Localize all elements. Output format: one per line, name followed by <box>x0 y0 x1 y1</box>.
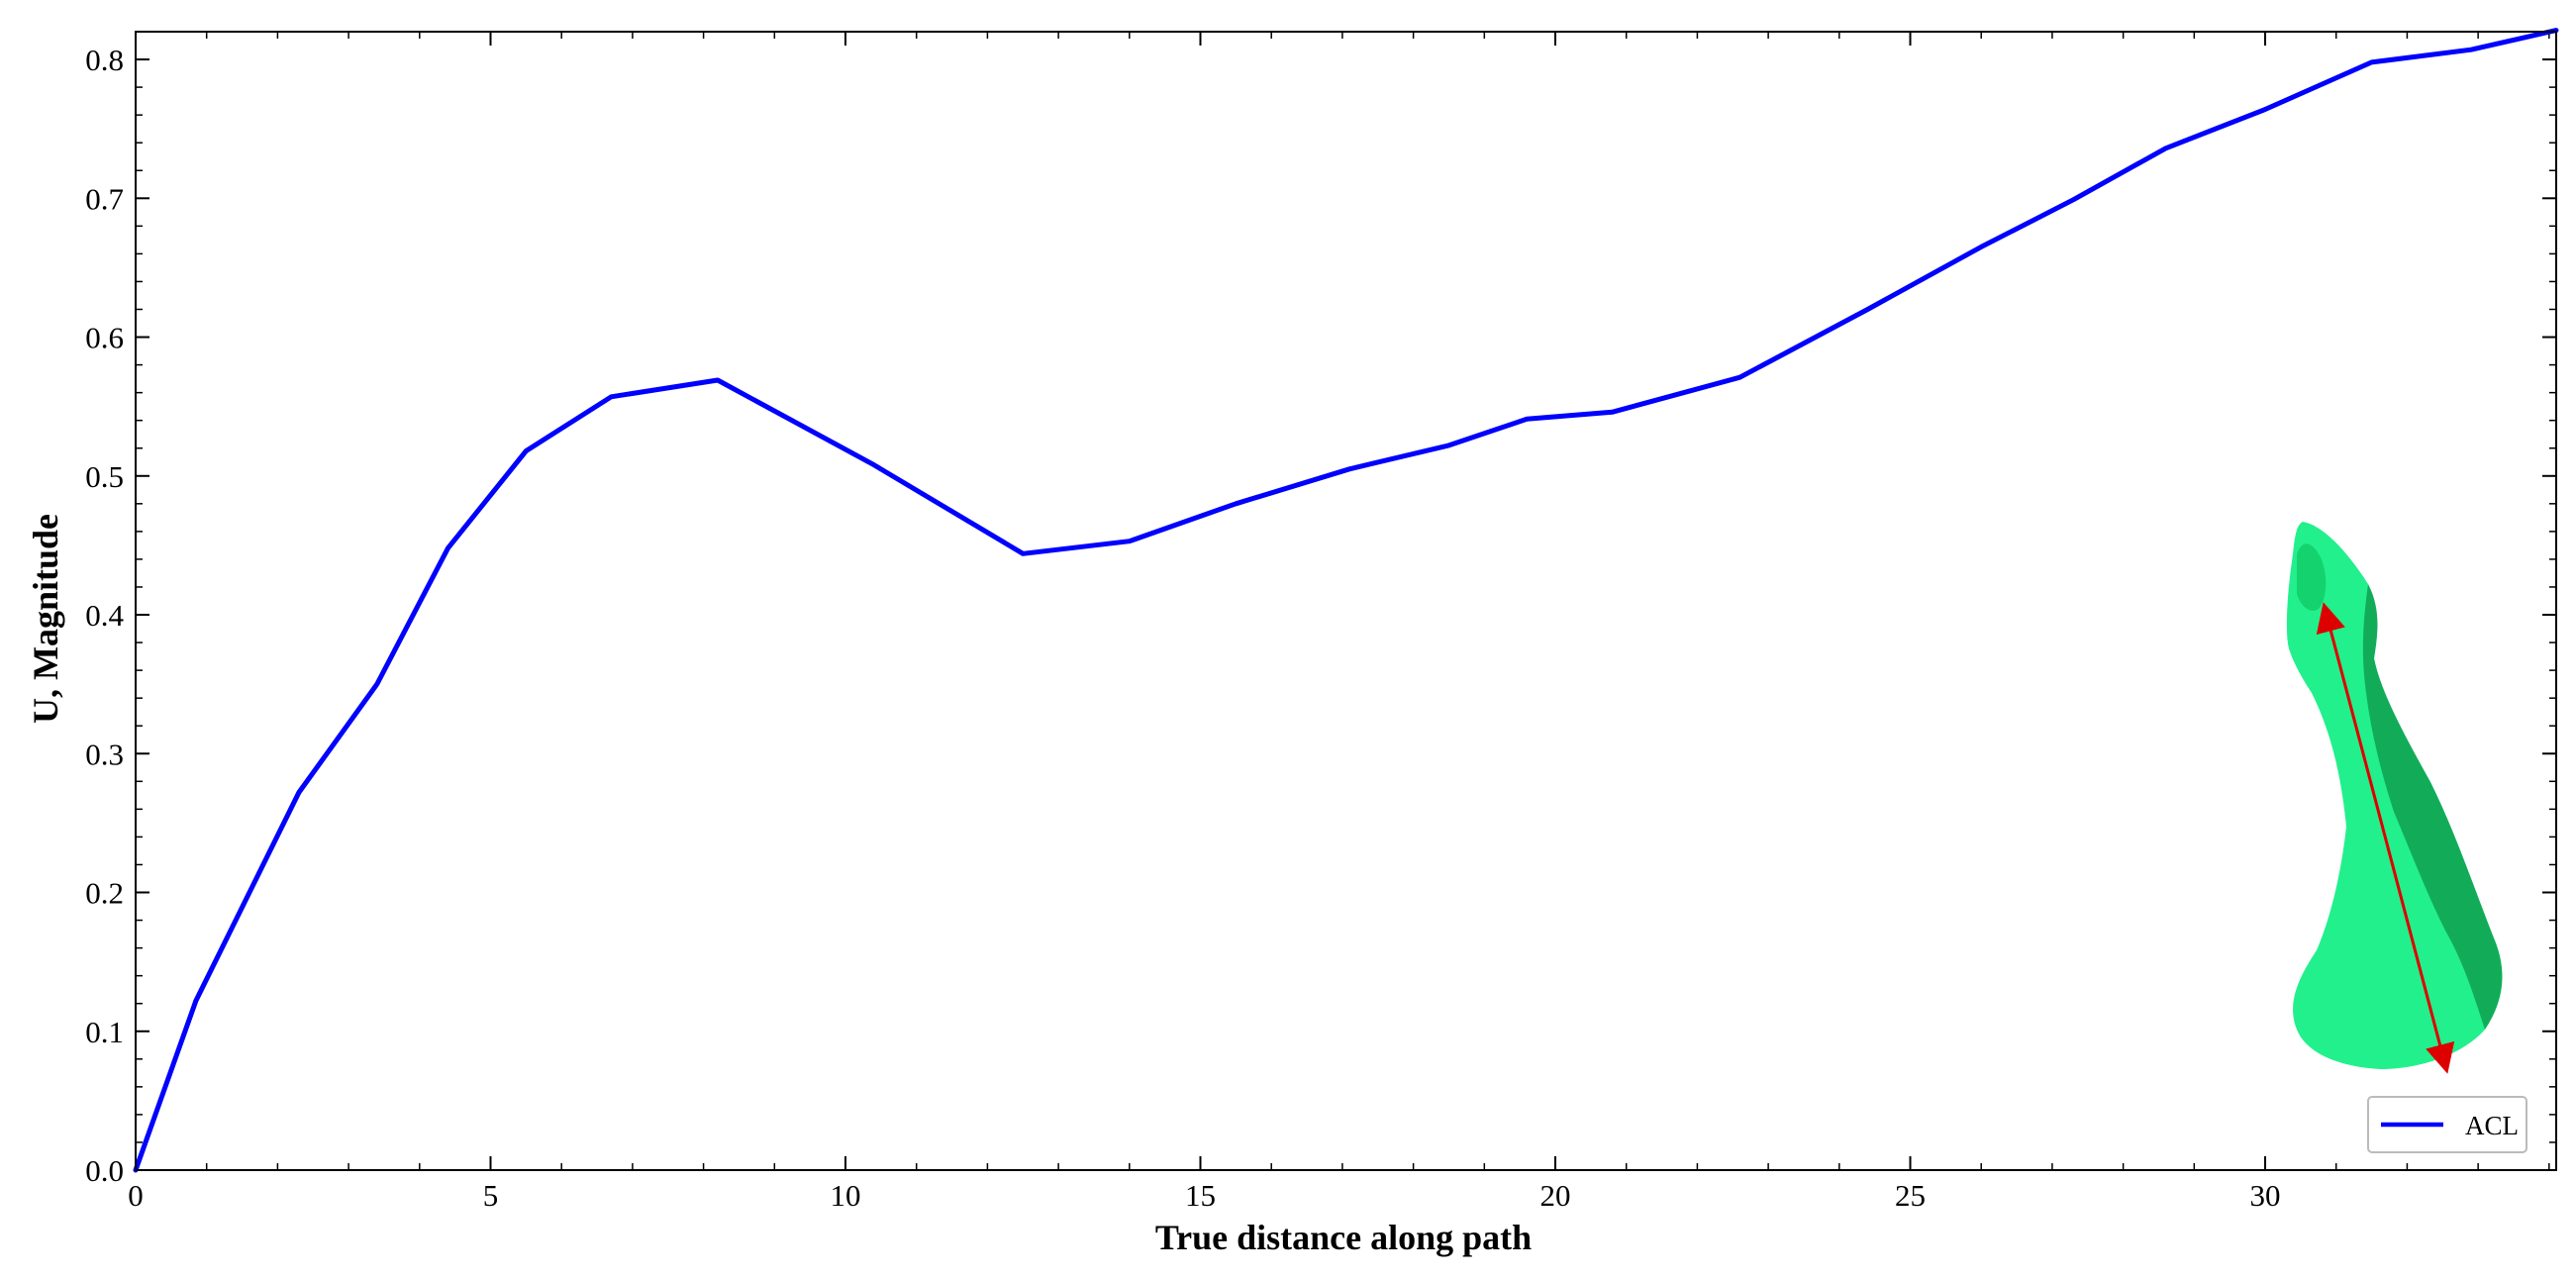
y-tick-label: 0.5 <box>85 459 124 494</box>
series-line-acl <box>133 28 2559 1173</box>
x-tick-label: 0 <box>128 1178 144 1213</box>
x-tick-label: 5 <box>483 1178 499 1213</box>
x-tick-label: 10 <box>831 1178 861 1213</box>
legend-label-acl: ACL <box>2465 1111 2519 1140</box>
legend-box <box>2367 1096 2527 1153</box>
y-tick-label: 0.8 <box>85 43 124 77</box>
y-tick-label: 0.4 <box>85 598 124 633</box>
legend: ACL <box>2367 1096 2527 1153</box>
y-tick-label: 0.6 <box>85 321 124 355</box>
path-arrow <box>2316 602 2455 1074</box>
x-tick-label: 30 <box>2250 1178 2281 1213</box>
y-tick-label: 0.3 <box>85 737 124 771</box>
x-axis-title: True distance along path <box>1155 1218 1532 1257</box>
y-axis-title: U, Magnitude <box>26 514 65 724</box>
y-tick-label: 0.7 <box>85 181 124 216</box>
x-tick-label: 15 <box>1185 1178 1216 1213</box>
acl-ligament-illustration <box>2286 522 2503 1074</box>
y-tick-label: 0.0 <box>85 1153 124 1188</box>
y-tick-label: 0.1 <box>85 1015 124 1049</box>
ligament-highlight <box>2297 543 2327 611</box>
x-tick-label: 20 <box>1540 1178 1571 1213</box>
plot-area-frame <box>135 31 2557 1171</box>
x-tick-label: 25 <box>1895 1178 1926 1213</box>
y-tick-label: 0.2 <box>85 876 124 911</box>
